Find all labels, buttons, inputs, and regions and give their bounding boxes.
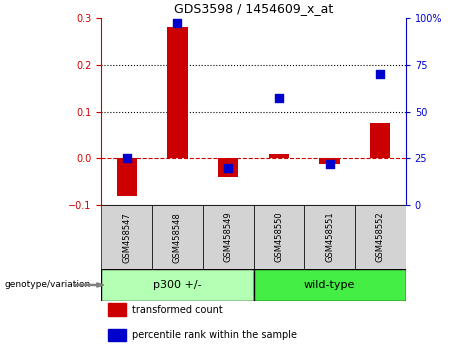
- Bar: [107, 303, 126, 316]
- Point: [123, 156, 130, 161]
- Bar: [254, 205, 304, 269]
- Bar: [117, 159, 137, 196]
- Bar: [101, 269, 254, 301]
- Point: [326, 161, 333, 167]
- Bar: [152, 205, 203, 269]
- Text: wild-type: wild-type: [304, 280, 355, 290]
- Bar: [304, 205, 355, 269]
- Point: [377, 71, 384, 77]
- Text: GSM458550: GSM458550: [274, 212, 284, 263]
- Point: [225, 165, 232, 171]
- Point: [174, 21, 181, 26]
- Bar: [319, 159, 340, 164]
- Bar: [355, 205, 406, 269]
- Text: GSM458547: GSM458547: [122, 212, 131, 263]
- Text: p300 +/-: p300 +/-: [153, 280, 202, 290]
- Text: percentile rank within the sample: percentile rank within the sample: [132, 330, 297, 340]
- Point: [275, 96, 283, 101]
- Bar: [203, 205, 254, 269]
- Bar: [107, 329, 126, 341]
- Bar: [167, 27, 188, 159]
- Text: GSM458552: GSM458552: [376, 212, 385, 263]
- Text: GSM458548: GSM458548: [173, 212, 182, 263]
- Title: GDS3598 / 1454609_x_at: GDS3598 / 1454609_x_at: [174, 2, 333, 15]
- Bar: [269, 154, 289, 159]
- Bar: [254, 269, 406, 301]
- Bar: [101, 205, 152, 269]
- Text: genotype/variation: genotype/variation: [5, 280, 91, 290]
- Text: GSM458549: GSM458549: [224, 212, 233, 263]
- Bar: [218, 159, 238, 177]
- Text: GSM458551: GSM458551: [325, 212, 334, 263]
- Text: transformed count: transformed count: [132, 305, 223, 315]
- Bar: [370, 123, 390, 159]
